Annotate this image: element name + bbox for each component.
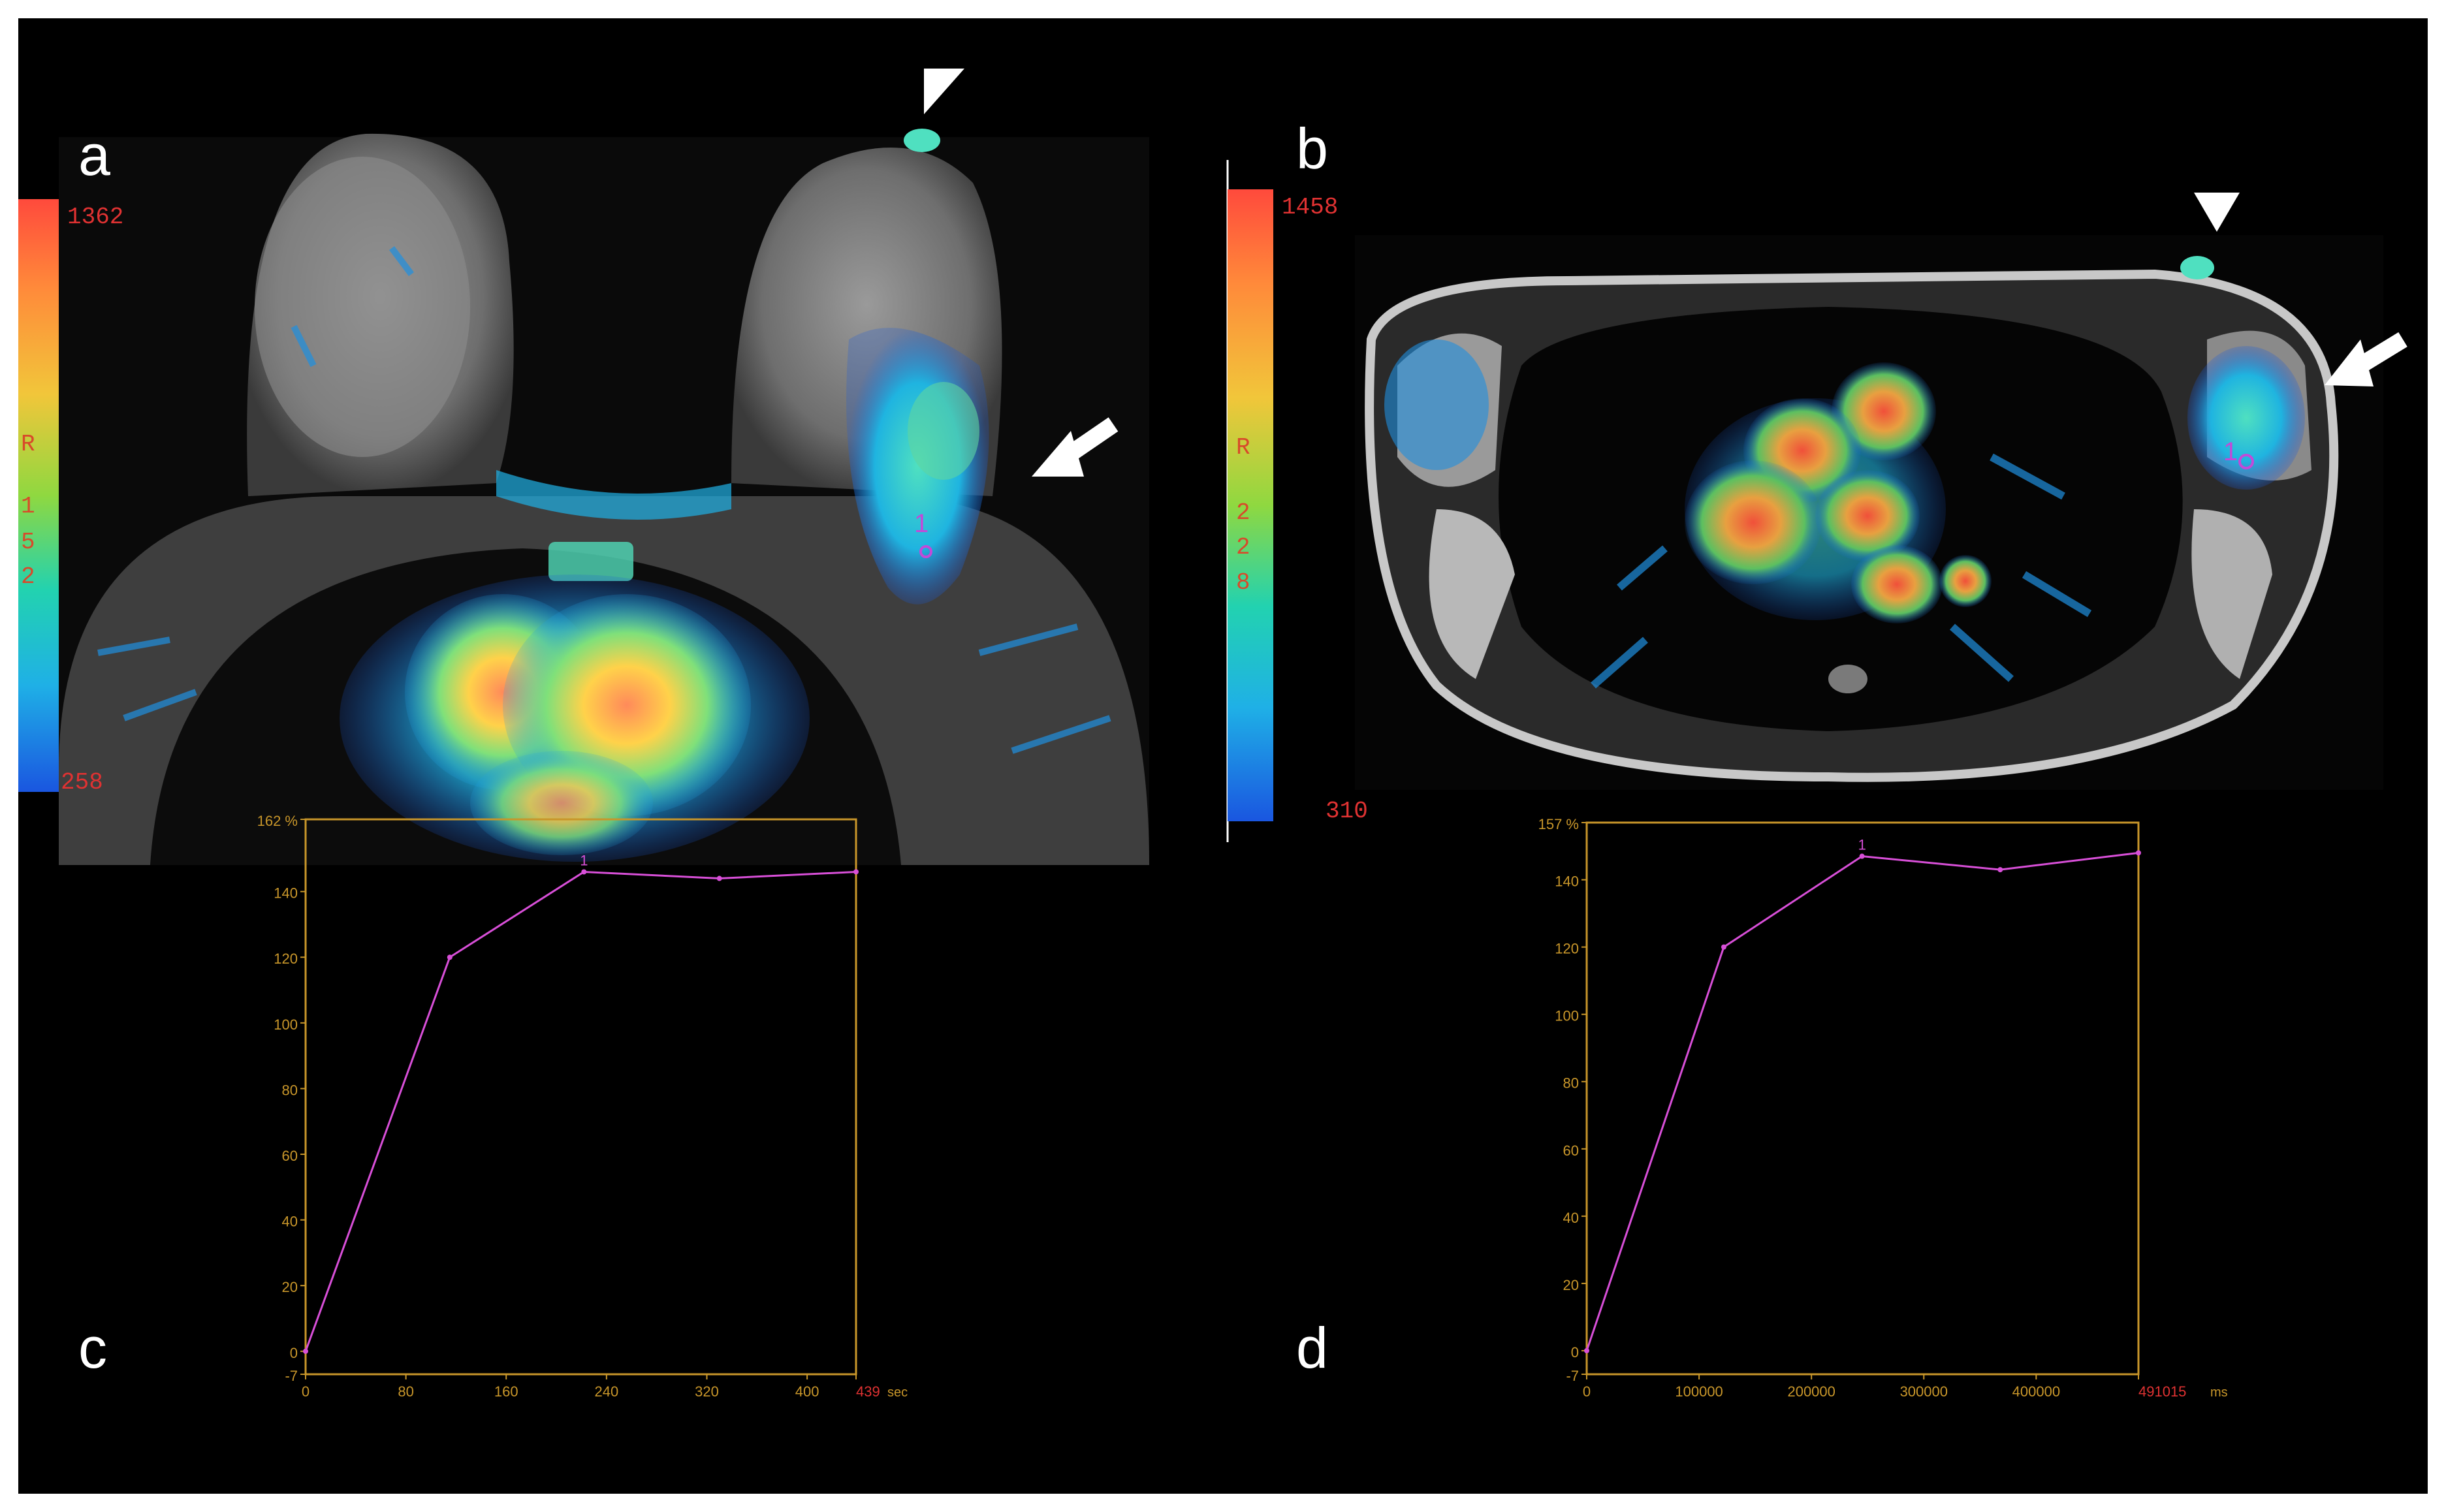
- y-tick-label: -7: [1566, 1368, 1579, 1384]
- data-point: [581, 869, 587, 875]
- y-tick-label: 0: [290, 1345, 298, 1361]
- data-point: [716, 875, 722, 881]
- y-tick-label: 80: [282, 1082, 298, 1098]
- x-tick-label: 160: [494, 1383, 518, 1400]
- panel-b-image: 1: [1355, 235, 2383, 790]
- y-tick-label: -7: [285, 1368, 298, 1384]
- data-point: [2136, 850, 2141, 856]
- data-point: [1997, 867, 2003, 873]
- y-tick-label: 140: [1555, 874, 1579, 890]
- data-point: [303, 1348, 308, 1354]
- x-tick-label: 200000: [1787, 1383, 1835, 1400]
- colorbar-a-center-0: R: [21, 431, 35, 458]
- y-tick-label: 60: [1563, 1142, 1579, 1159]
- x-tick-label: 320: [695, 1383, 719, 1400]
- colorbar-a-center-1: 1: [21, 493, 35, 520]
- y-tick-label: 80: [1563, 1075, 1579, 1092]
- panel-a-image: 1: [59, 129, 1149, 865]
- roi-label-b: 1: [2223, 437, 2238, 466]
- y-tick-label: 140: [274, 885, 298, 902]
- x-tick-label: 0: [302, 1383, 310, 1400]
- colorbar-a-max: 1362: [67, 204, 123, 230]
- x-tick-label: 400000: [2012, 1383, 2060, 1400]
- data-point: [1721, 944, 1726, 950]
- x-tick-label: 100000: [1675, 1383, 1723, 1400]
- x-unit-label: ms: [2210, 1385, 2228, 1400]
- panel-label-a: a: [78, 123, 110, 187]
- panel-label-c: c: [78, 1315, 107, 1380]
- colorbar-b-center-1: 2: [1236, 499, 1250, 526]
- x-tick-label: 491015: [2138, 1383, 2186, 1400]
- arrow-icon: [1032, 417, 1119, 477]
- arrowhead-icon: [2194, 193, 2240, 232]
- y-tick-label: 20: [282, 1279, 298, 1295]
- y-tick-label: 40: [1563, 1210, 1579, 1226]
- colorbar-b-center-3: 8: [1236, 569, 1250, 596]
- colorbar-a-min: 258: [61, 769, 103, 796]
- x-tick-label: 0: [1583, 1383, 1591, 1400]
- y-tick-label: 120: [1555, 941, 1579, 957]
- y-tick-label: 120: [274, 951, 298, 967]
- x-unit-label: sec: [887, 1385, 908, 1400]
- colorbar-b-center-0: R: [1236, 434, 1250, 461]
- colorbar-a-center-2: 5: [21, 529, 35, 556]
- x-tick-label: 400: [795, 1383, 819, 1400]
- data-point: [447, 954, 453, 960]
- colorbar-b-max: 1458: [1282, 194, 1338, 221]
- arrow-icon: [2325, 332, 2407, 386]
- point-marker-label: 1: [580, 852, 588, 868]
- roi-circle-b: [2238, 454, 2254, 469]
- colorbar-a-center-3: 2: [21, 563, 35, 590]
- y-tick-label: 0: [1571, 1344, 1579, 1361]
- colorbar-b-min: 310: [1326, 798, 1368, 825]
- y-tick-label: 157 %: [1538, 816, 1579, 832]
- y-tick-label: 162 %: [257, 813, 298, 829]
- point-marker-label: 1: [1858, 837, 1866, 853]
- roi-label-a: 1: [914, 509, 929, 538]
- y-tick-label: 100: [1555, 1008, 1579, 1024]
- data-point: [853, 869, 859, 875]
- y-tick-label: 60: [282, 1148, 298, 1164]
- arrowhead-icon: [924, 69, 964, 114]
- y-tick-label: 20: [1563, 1277, 1579, 1293]
- data-point: [1584, 1347, 1589, 1353]
- x-tick-label: 439: [856, 1383, 880, 1400]
- colorbar-b-center-2: 2: [1236, 534, 1250, 561]
- colorbar-a: [18, 199, 59, 792]
- y-tick-label: 100: [274, 1016, 298, 1033]
- plot-frame: [1585, 821, 2140, 1376]
- y-tick-label: 40: [282, 1214, 298, 1230]
- x-tick-label: 80: [398, 1383, 413, 1400]
- panel-label-b: b: [1296, 116, 1328, 181]
- x-tick-label: 240: [595, 1383, 619, 1400]
- roi-circle-a: [919, 545, 932, 558]
- data-point: [1859, 853, 1865, 859]
- x-tick-label: 300000: [1900, 1383, 1948, 1400]
- panel-label-d: d: [1296, 1315, 1328, 1380]
- plot-frame: [304, 818, 857, 1376]
- colorbar-b: [1228, 189, 1273, 821]
